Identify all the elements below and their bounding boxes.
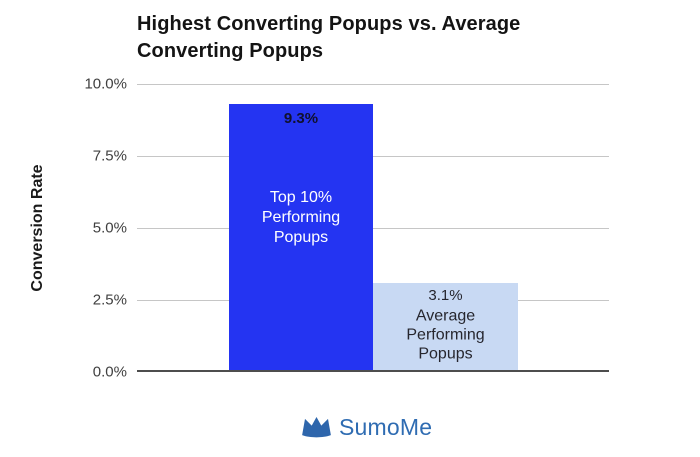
plot-area: 9.3% Top 10% Performing Popups 3.1% Aver… bbox=[137, 84, 609, 372]
bar-value-label: 9.3% bbox=[283, 110, 319, 127]
y-tick-label: 0.0% bbox=[92, 363, 127, 381]
y-tick-label: 7.5% bbox=[92, 147, 127, 165]
chart-title: Highest Converting Popups vs. Average Co… bbox=[137, 11, 597, 65]
crown-icon bbox=[302, 416, 331, 437]
y-tick-label: 10.0% bbox=[84, 75, 127, 93]
gridline bbox=[137, 228, 609, 229]
bar-top10-performing-popups: 9.3% Top 10% Performing Popups bbox=[229, 104, 373, 372]
gridline bbox=[137, 84, 609, 85]
bar-value-label: 3.1% bbox=[428, 287, 463, 304]
bar-category-label: Average Performing Popups bbox=[406, 307, 485, 363]
y-tick-label: 5.0% bbox=[92, 219, 127, 237]
chart-title-line1: Highest Converting Popups vs. Average bbox=[137, 13, 521, 35]
bar-category-label: Top 10% Performing Popups bbox=[261, 188, 341, 246]
sumome-wordmark: SumoMe bbox=[339, 413, 433, 440]
y-axis-title: Conversion Rate bbox=[29, 164, 46, 292]
gridline bbox=[137, 156, 609, 157]
x-axis-line bbox=[137, 370, 609, 372]
y-tick-label: 2.5% bbox=[92, 291, 127, 309]
bar-average-performing-popups: 3.1% Average Performing Popups bbox=[373, 283, 518, 372]
chart-title-line2: Converting Popups bbox=[137, 40, 324, 62]
sumome-logo: SumoMe bbox=[299, 413, 432, 441]
